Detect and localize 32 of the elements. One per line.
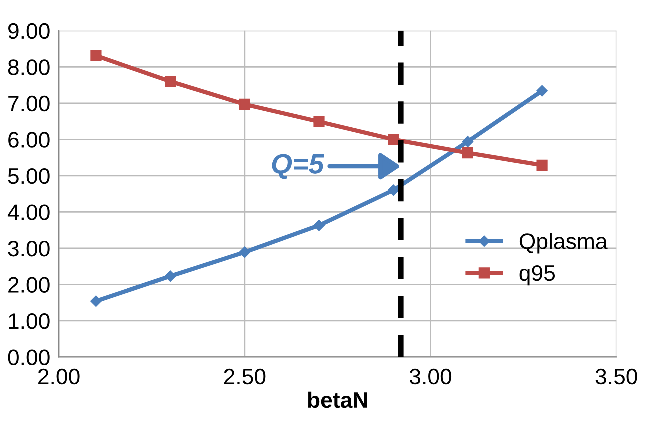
point [164, 270, 176, 282]
point [462, 148, 474, 159]
legend-label: q95 [520, 265, 556, 286]
point [165, 76, 176, 88]
point [314, 220, 325, 232]
legend-label: Qplasma [520, 233, 608, 254]
y-tick-label: 9.00 [8, 23, 50, 40]
y-tick-label: 1.00 [9, 313, 50, 330]
point [388, 184, 400, 196]
point [90, 50, 102, 62]
point [536, 160, 548, 171]
point [462, 136, 474, 148]
y-tick-label: 2.00 [8, 277, 50, 293]
point [388, 134, 400, 146]
x-axis-title: betaN [308, 392, 368, 408]
y-tick-label: 0.00 [8, 350, 50, 366]
x-tick-label: 2.00 [38, 368, 80, 385]
x-tick-label: 3.00 [410, 368, 452, 385]
annotation: Q=5 [272, 154, 325, 180]
y-tick-label: 3.00 [8, 240, 50, 257]
x-tick-label: 3.50 [596, 368, 638, 385]
point [239, 98, 250, 110]
point [314, 116, 325, 128]
point [536, 85, 548, 97]
point [90, 296, 102, 307]
y-tick-label: 7.00 [8, 96, 50, 112]
x-tick-label: 2.50 [224, 368, 266, 385]
y-tick-label: 4.00 [8, 204, 50, 220]
y-tick-label: 8.00 [8, 60, 50, 76]
y-tick-label: 6.00 [8, 132, 50, 148]
point [239, 246, 251, 258]
y-tick-label: 5.00 [8, 168, 50, 184]
